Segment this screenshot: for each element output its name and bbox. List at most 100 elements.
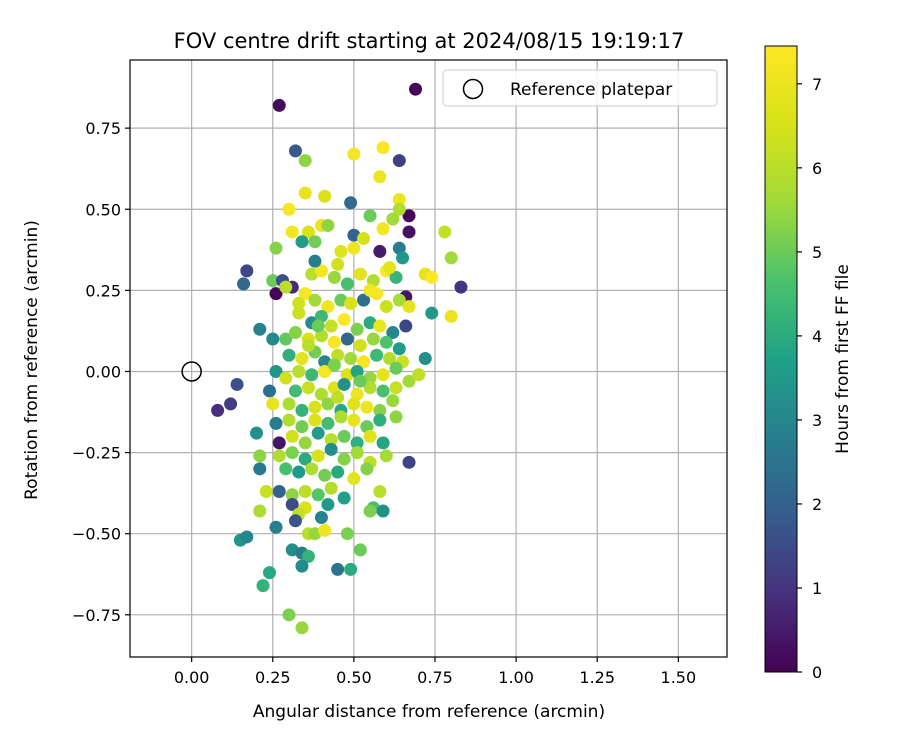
data-point (272, 436, 286, 450)
data-point (402, 225, 416, 239)
data-point (321, 498, 335, 512)
reference-platepar-marker (181, 361, 202, 382)
data-point (295, 420, 309, 434)
data-point (285, 488, 299, 502)
data-point (308, 235, 322, 249)
data-point (321, 416, 335, 430)
data-point (298, 485, 312, 499)
x-tick-label: 1.25 (579, 668, 615, 687)
data-point (314, 510, 328, 524)
data-point (386, 212, 400, 226)
data-point (347, 472, 361, 486)
data-point (298, 452, 312, 466)
data-point (331, 257, 345, 271)
data-point (253, 449, 267, 463)
data-point (376, 384, 390, 398)
data-point (282, 397, 296, 411)
data-point (373, 485, 387, 499)
colorbar-label: Hours from first FF file (833, 264, 853, 454)
data-point (288, 514, 302, 528)
data-point (383, 261, 397, 275)
data-point (392, 342, 406, 356)
data-point (373, 403, 387, 417)
data-point (295, 352, 309, 365)
data-point (340, 277, 354, 291)
data-point (366, 332, 380, 346)
data-point (402, 300, 416, 314)
data-point (259, 485, 273, 499)
data-point (301, 549, 315, 563)
data-point (379, 300, 393, 314)
data-point (318, 468, 332, 482)
data-point (314, 387, 328, 401)
data-point (253, 504, 267, 518)
data-point (376, 368, 390, 382)
data-point (288, 144, 302, 158)
data-point (269, 364, 283, 378)
y-tick-label: 0.75 (85, 119, 121, 138)
data-point (353, 543, 367, 557)
data-point (279, 280, 293, 294)
data-point (357, 355, 371, 369)
data-point (263, 566, 277, 580)
data-point (350, 322, 364, 336)
data-point (347, 147, 361, 161)
data-point (324, 319, 338, 333)
data-point (344, 562, 358, 576)
data-point (344, 296, 358, 310)
data-point (363, 381, 377, 395)
data-point (253, 462, 267, 476)
data-point (376, 141, 390, 155)
data-point (311, 319, 325, 333)
data-point (389, 410, 403, 424)
data-point (386, 394, 400, 408)
legend-box (442, 69, 718, 107)
data-point (311, 449, 325, 463)
chart-title: FOV centre drift starting at 2024/08/15 … (174, 29, 685, 53)
y-tick-label: 0.00 (85, 362, 121, 381)
data-point (360, 462, 374, 476)
data-point (240, 530, 254, 544)
data-point (353, 339, 367, 353)
data-point (272, 449, 286, 463)
x-tick-label: 0.50 (336, 668, 372, 687)
data-point (301, 339, 315, 353)
data-point (392, 193, 406, 207)
data-point (418, 352, 432, 365)
colorbar-ticks: 0 1 2 3 4 5 6 7 (797, 75, 822, 682)
y-tick-label: −0.25 (72, 444, 121, 463)
plot-area: 0.00 0.25 0.50 0.75 1.00 1.25 1.50 −0.75 −0.50 −0… (72, 59, 728, 687)
data-point (347, 241, 361, 255)
data-point (331, 465, 345, 479)
data-point (321, 300, 335, 314)
data-point (357, 231, 371, 245)
data-point (230, 377, 244, 391)
data-point (340, 332, 354, 346)
data-point (237, 277, 251, 291)
data-point (324, 433, 338, 447)
colorbar-tick-label: 5 (812, 243, 822, 262)
data-point (373, 170, 387, 184)
y-tick-label: 0.50 (85, 200, 121, 219)
colorbar-tick-label: 4 (812, 327, 822, 346)
data-point (308, 400, 322, 414)
data-point (379, 449, 393, 463)
data-point (396, 251, 410, 265)
data-point (438, 225, 452, 239)
data-point (298, 436, 312, 450)
legend: Reference platepar (442, 69, 718, 107)
colorbar-tick-label: 2 (812, 495, 822, 514)
data-point (298, 186, 312, 200)
data-point (311, 426, 325, 440)
data-point (282, 413, 296, 427)
data-point (301, 381, 315, 395)
data-point (412, 368, 426, 382)
data-point (285, 429, 299, 443)
data-point (240, 264, 254, 278)
data-point (340, 527, 354, 541)
data-point (334, 410, 348, 424)
data-point (350, 446, 364, 460)
data-point (301, 225, 315, 239)
data-point (314, 264, 328, 278)
